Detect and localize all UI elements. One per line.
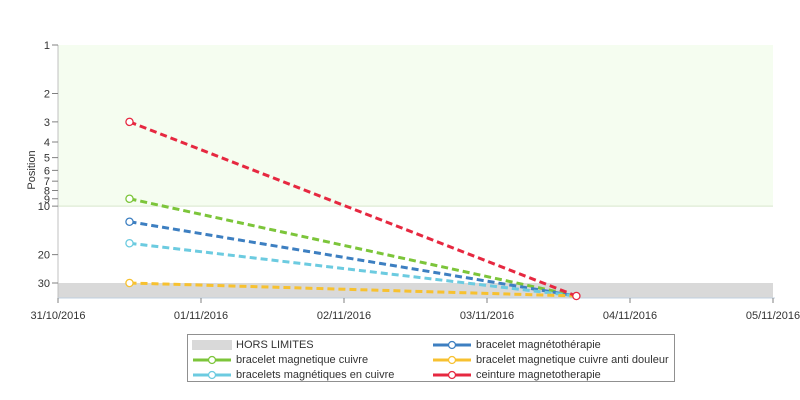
y-tick-label: 6 — [44, 165, 50, 177]
x-tick-label: 05/11/2016 — [746, 310, 800, 322]
series-point-4-0[interactable] — [125, 117, 134, 127]
legend-item-series[interactable]: bracelets magnétiques en cuivre — [192, 368, 394, 382]
y-tick-label: 8 — [44, 186, 50, 198]
y-tick-label: 30 — [38, 278, 50, 290]
x-tick-label: 31/10/2016 — [30, 310, 85, 322]
series-points — [125, 117, 581, 301]
y-tick-label: 20 — [38, 250, 50, 262]
series-lines — [128, 120, 577, 298]
series-point-1-0[interactable] — [125, 217, 134, 226]
series-point-3-0[interactable] — [125, 278, 134, 288]
series-line-0 — [129, 197, 577, 298]
legend-label: ceinture magnetotherapie — [476, 369, 601, 381]
y-tick-label: 9 — [44, 194, 50, 206]
y-tick-label: 7 — [44, 176, 50, 188]
series-line-2 — [129, 241, 577, 298]
legend-item-out-of-limits[interactable]: HORS LIMITES — [192, 338, 314, 352]
y-tick-label: 10 — [38, 201, 50, 213]
legend-item-series[interactable]: bracelet magnetique cuivre — [192, 353, 368, 367]
series-line-3 — [129, 281, 577, 298]
y-axis-title: Position — [26, 150, 38, 189]
y-tick-label: 4 — [44, 137, 50, 149]
legend-label: bracelet magnétothérapie — [476, 339, 601, 351]
legend-label: HORS LIMITES — [236, 339, 314, 351]
series-line-4 — [128, 120, 577, 298]
y-tick-label: 1 — [44, 40, 50, 52]
x-tick-label: 01/11/2016 — [174, 310, 228, 322]
x-tick-label: 03/11/2016 — [460, 310, 514, 322]
legend-item-series[interactable]: bracelet magnetique cuivre anti douleur — [432, 353, 669, 367]
y-tick-label: 3 — [44, 117, 50, 129]
x-tick-label: 04/11/2016 — [603, 310, 657, 322]
x-tick-label: 02/11/2016 — [317, 310, 371, 322]
legend-label: bracelet magnetique cuivre anti douleur — [476, 354, 669, 366]
series-line-1 — [129, 220, 577, 298]
series-point-2-0[interactable] — [125, 239, 134, 248]
legend-item-series[interactable]: ceinture magnetotherapie — [432, 368, 601, 382]
series-point-4-1[interactable] — [572, 291, 581, 301]
legend-swatch — [193, 370, 231, 380]
legend-swatch — [433, 370, 471, 380]
y-tick-label: 2 — [44, 89, 50, 101]
legend-label: bracelet magnetique cuivre — [236, 354, 369, 366]
chart-legend: HORS LIMITES bracelet magnétothérapie brac… — [187, 334, 675, 382]
legend-swatch — [192, 340, 232, 350]
top-positions-band — [58, 45, 773, 207]
legend-swatch — [193, 355, 231, 365]
series-point-0-0[interactable] — [125, 194, 134, 204]
legend-label: bracelets magnétiques en cuivre — [236, 369, 395, 381]
chart-bands — [58, 45, 773, 298]
legend-swatch — [433, 340, 471, 350]
legend-swatch — [433, 355, 471, 365]
legend-item-series[interactable]: bracelet magnétothérapie — [432, 338, 601, 352]
y-tick-label: 5 — [44, 153, 50, 165]
